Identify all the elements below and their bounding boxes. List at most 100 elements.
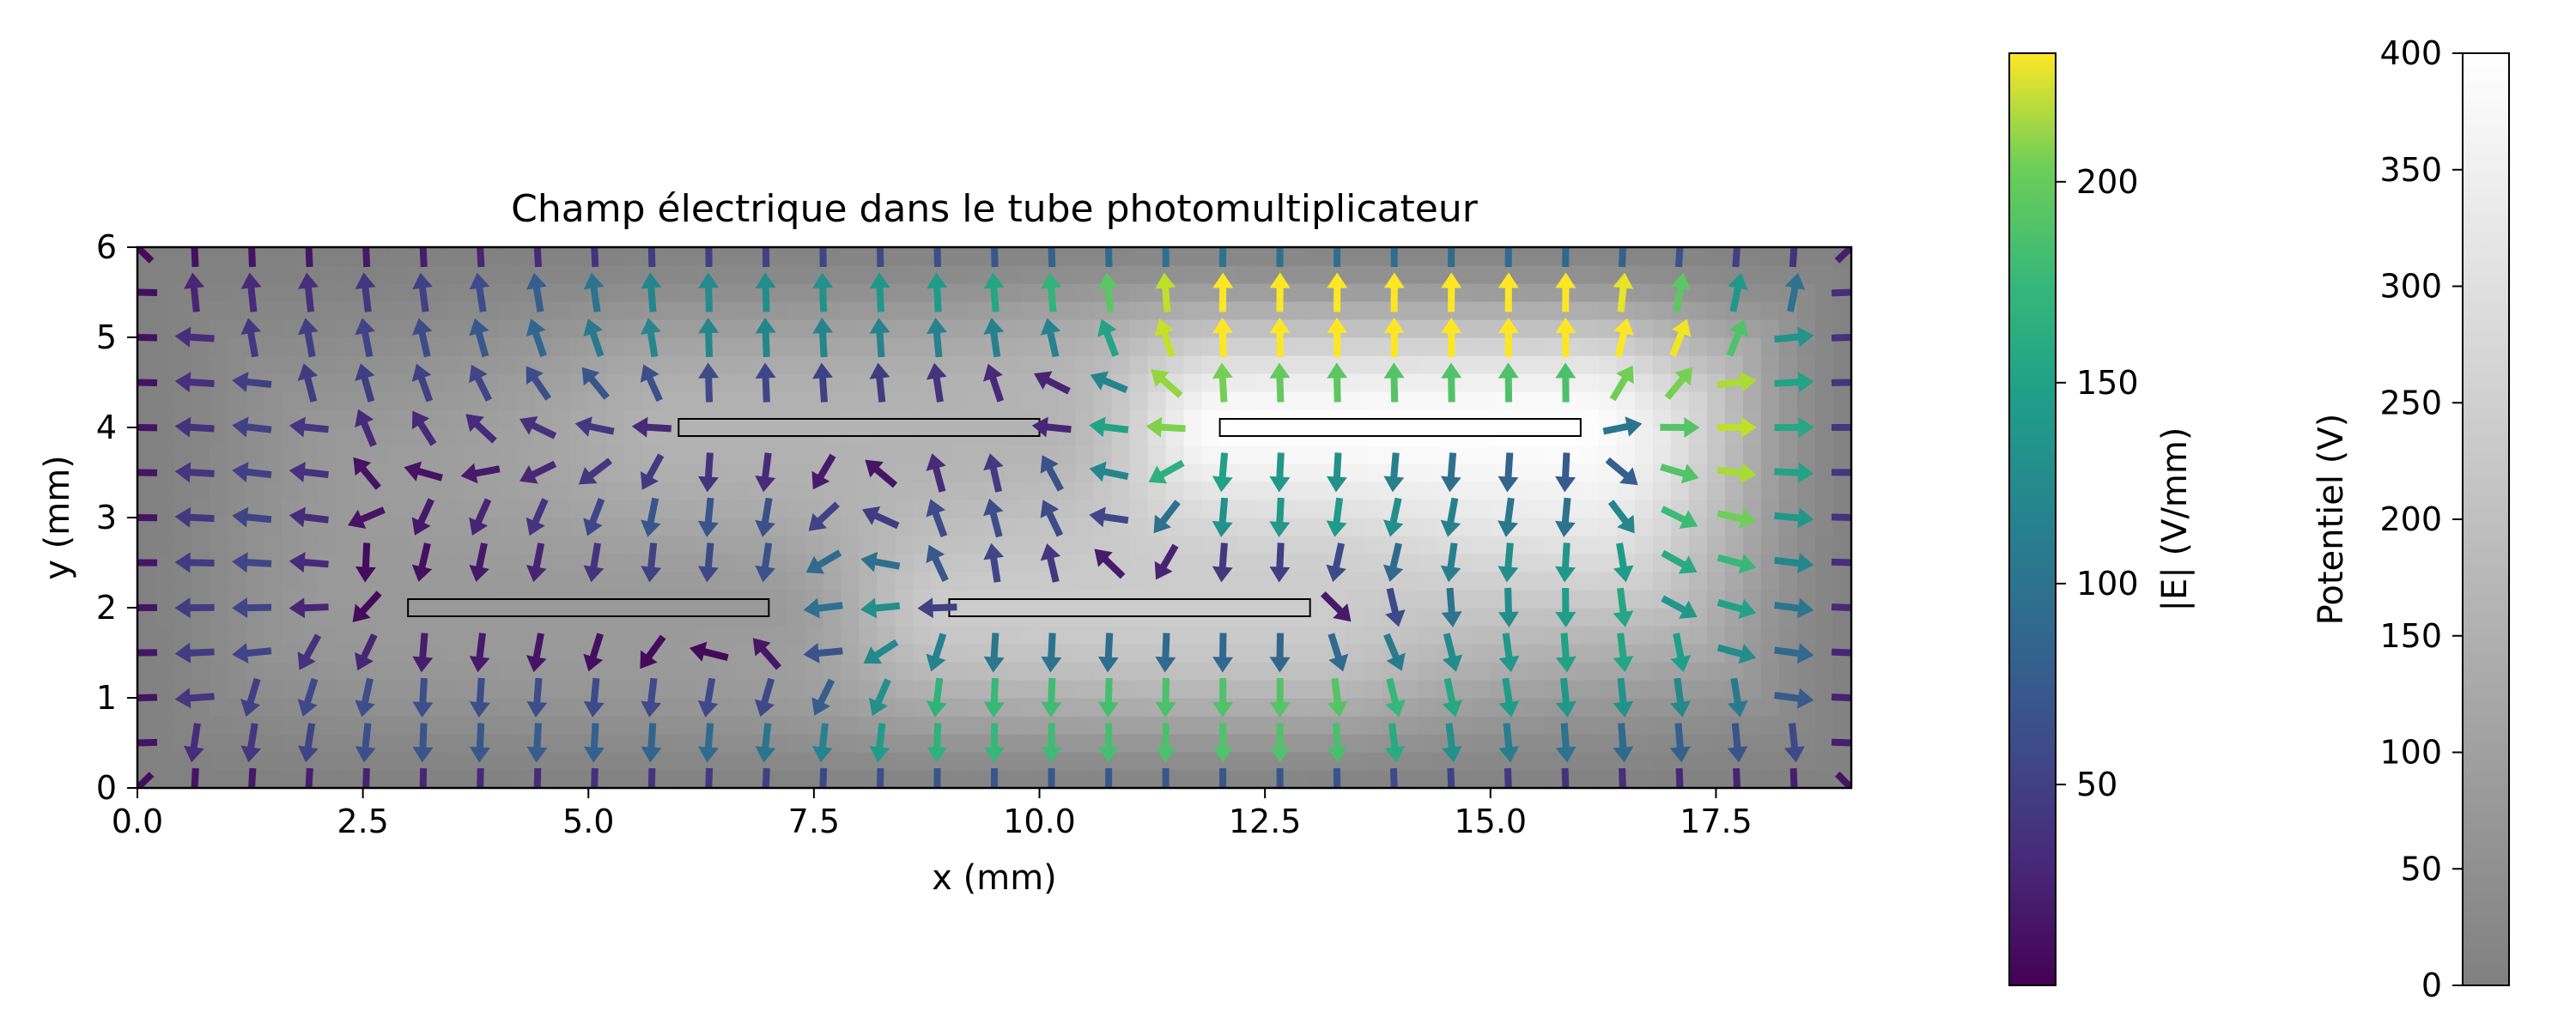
potential-cell bbox=[191, 427, 210, 446]
potential-cell bbox=[1832, 301, 1851, 320]
potential-cell bbox=[1183, 698, 1203, 717]
potential-cell bbox=[1237, 770, 1257, 788]
field-arrow bbox=[1727, 723, 1748, 763]
potential-cell bbox=[1814, 247, 1834, 266]
potential-cell bbox=[714, 391, 733, 410]
potential-cell bbox=[1634, 662, 1654, 681]
potential-cell bbox=[318, 373, 337, 392]
field-arrow bbox=[1276, 768, 1284, 788]
potential-cell bbox=[462, 301, 481, 320]
field-arrow bbox=[927, 272, 948, 312]
potential-cell bbox=[246, 427, 264, 446]
potential-cell bbox=[191, 572, 210, 591]
x-tick-label: 12.5 bbox=[1229, 803, 1302, 840]
potential-cell bbox=[787, 644, 805, 663]
potential-cell bbox=[732, 445, 751, 464]
potential-cell bbox=[913, 337, 933, 356]
potential-cell bbox=[1346, 247, 1365, 266]
potential-cell bbox=[967, 572, 987, 591]
potential-cell bbox=[949, 355, 969, 374]
electrodes bbox=[407, 418, 1582, 617]
potential-cell bbox=[1814, 283, 1834, 302]
potential-cell bbox=[1832, 626, 1851, 645]
potential-cell bbox=[841, 518, 860, 536]
field-arrow bbox=[240, 272, 262, 312]
field-arrow bbox=[762, 247, 770, 268]
potential-cell bbox=[895, 644, 914, 663]
potential-cell bbox=[372, 427, 391, 446]
potential-cell bbox=[246, 518, 264, 536]
potential-cell bbox=[624, 554, 643, 573]
potential-cell bbox=[805, 590, 823, 609]
potential-cell bbox=[1706, 716, 1726, 735]
potential-cell bbox=[1309, 608, 1329, 627]
field-arrow bbox=[1670, 633, 1692, 673]
potential-cell bbox=[1183, 265, 1203, 284]
potential-cell bbox=[949, 662, 969, 681]
field-arrow bbox=[1716, 554, 1757, 574]
field-arrow bbox=[690, 641, 729, 662]
potential-cell bbox=[1057, 391, 1077, 410]
field-arrow bbox=[917, 597, 957, 619]
potential-cell bbox=[1237, 698, 1257, 717]
field-arrow bbox=[1383, 497, 1404, 537]
potential-cell bbox=[1400, 391, 1419, 410]
field-arrow bbox=[526, 272, 547, 312]
potential-cell bbox=[1057, 770, 1077, 788]
field-arrow bbox=[583, 677, 605, 718]
potential-cell bbox=[155, 283, 174, 302]
field-arrow bbox=[640, 453, 665, 490]
potential-cell bbox=[949, 337, 969, 356]
potential-cell bbox=[787, 752, 805, 771]
potential-cell bbox=[408, 391, 427, 410]
potential-cell bbox=[444, 770, 463, 788]
potential-cell bbox=[841, 554, 860, 573]
field-arrow bbox=[297, 677, 319, 717]
potential-cell bbox=[1652, 662, 1672, 681]
potential-cell bbox=[1454, 482, 1473, 500]
field-arrow bbox=[1784, 272, 1806, 312]
field-arrow bbox=[232, 643, 272, 663]
field-arrow bbox=[640, 364, 663, 403]
field-arrow bbox=[876, 767, 884, 788]
potential-cell bbox=[1742, 626, 1762, 645]
potential-cell bbox=[1165, 247, 1185, 266]
potential-cell bbox=[1418, 445, 1437, 464]
x-tick-label: 15.0 bbox=[1454, 803, 1527, 840]
potential-cell bbox=[1255, 301, 1275, 320]
potential-cell bbox=[732, 662, 751, 681]
potential-cell bbox=[913, 698, 933, 717]
field-arrow bbox=[1048, 768, 1055, 788]
potential-cell bbox=[1472, 355, 1492, 374]
potential-cell bbox=[895, 301, 914, 320]
potential-cell bbox=[1255, 716, 1275, 735]
field-arrow bbox=[1390, 247, 1398, 267]
field-arrow bbox=[1831, 558, 1851, 566]
potential-cell bbox=[372, 734, 391, 753]
potential-cell bbox=[1634, 572, 1654, 591]
potential-cell bbox=[967, 752, 987, 771]
potential-cell bbox=[155, 662, 174, 681]
potential-cell bbox=[1003, 644, 1023, 663]
field-arrow bbox=[1162, 247, 1170, 268]
potential-cell bbox=[498, 409, 517, 428]
potential-cell bbox=[1165, 752, 1185, 771]
potential-cell bbox=[1760, 482, 1780, 500]
potential-cell bbox=[787, 391, 805, 410]
potential-cell bbox=[228, 391, 246, 410]
potential-cell bbox=[1021, 680, 1041, 699]
potential-cell bbox=[1418, 626, 1437, 645]
potential-cell bbox=[1832, 518, 1851, 536]
potential-cell bbox=[714, 752, 733, 771]
potential-cell bbox=[1147, 427, 1167, 446]
potential-cell bbox=[1291, 536, 1311, 554]
potential-cell bbox=[841, 590, 860, 609]
potential-cell bbox=[624, 355, 643, 374]
potential-cell bbox=[228, 752, 246, 771]
potential-cell bbox=[1418, 608, 1437, 627]
field-arrow bbox=[1832, 424, 1851, 431]
field-arrow bbox=[1041, 723, 1062, 763]
potential-cell bbox=[678, 518, 697, 536]
potential-cell bbox=[1652, 644, 1672, 663]
potential-cell bbox=[1291, 680, 1311, 699]
